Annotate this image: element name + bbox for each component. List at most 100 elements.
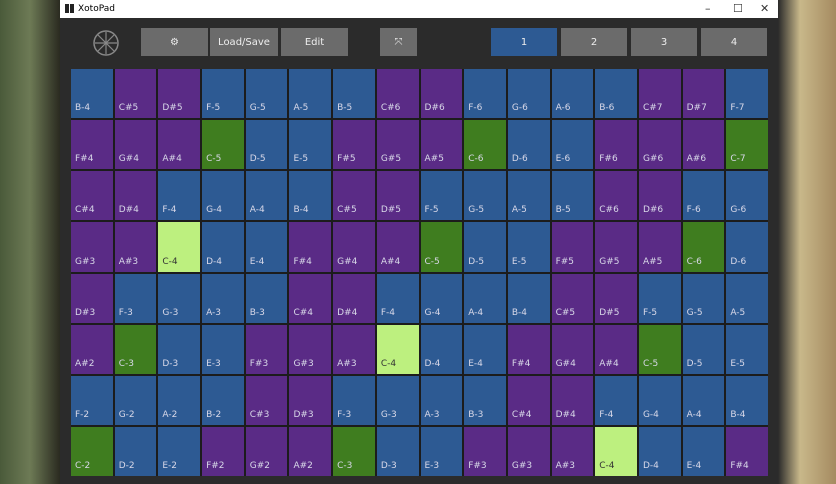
close[interactable]: ✕	[760, 2, 770, 15]
pad[interactable]: F#6	[595, 120, 637, 170]
pad[interactable]: E-5	[726, 324, 768, 374]
pad[interactable]: C#6	[376, 69, 419, 119]
pad[interactable]: A#3	[114, 222, 157, 272]
pad[interactable]: A#5	[420, 120, 463, 170]
pad[interactable]: F-7	[726, 69, 768, 119]
pad[interactable]: C#6	[595, 171, 637, 221]
pad[interactable]: C-6	[464, 120, 506, 170]
page-button[interactable]: 4	[701, 28, 767, 56]
pad[interactable]: F-6	[464, 69, 506, 119]
pad[interactable]: F-2	[71, 375, 113, 425]
pad[interactable]: A-5	[726, 273, 768, 323]
pad[interactable]: F-6	[682, 171, 725, 221]
pad[interactable]: F#4	[71, 120, 113, 170]
pad[interactable]: B-3	[464, 375, 506, 425]
pad[interactable]: G-5	[245, 69, 288, 119]
pad[interactable]: A#3	[551, 426, 594, 476]
pad[interactable]: E-2	[158, 426, 201, 476]
pad[interactable]: F#4	[726, 426, 768, 476]
pad[interactable]: G-5	[464, 171, 506, 221]
pad[interactable]: F-5	[638, 273, 681, 323]
pad[interactable]: G#5	[376, 120, 419, 170]
pad[interactable]: D-5	[682, 324, 725, 374]
pad[interactable]: F#3	[464, 426, 506, 476]
pad[interactable]: E-3	[420, 426, 463, 476]
pad[interactable]: A-4	[682, 375, 725, 425]
pad[interactable]: A-3	[202, 273, 244, 323]
pad[interactable]: C-3	[333, 426, 375, 476]
pad[interactable]: G#4	[551, 324, 594, 374]
pad[interactable]: A#4	[158, 120, 201, 170]
pad[interactable]: B-2	[202, 375, 244, 425]
pad[interactable]: E-5	[507, 222, 550, 272]
pad[interactable]: D-3	[158, 324, 201, 374]
pad[interactable]: B-5	[333, 69, 375, 119]
pad[interactable]: F#4	[289, 222, 332, 272]
maximize[interactable]: ☐	[733, 2, 743, 15]
pad[interactable]: F-3	[333, 375, 375, 425]
pad[interactable]: G-4	[420, 273, 463, 323]
pad[interactable]: A#2	[71, 324, 113, 374]
edit-button[interactable]: Edit	[281, 28, 348, 56]
pad[interactable]: D-6	[507, 120, 550, 170]
pad[interactable]: D-5	[245, 120, 288, 170]
pad[interactable]: B-5	[551, 171, 594, 221]
pad[interactable]: B-6	[595, 69, 637, 119]
pad[interactable]: G-4	[638, 375, 681, 425]
minimize[interactable]: –	[705, 2, 711, 15]
pad[interactable]: F#2	[202, 426, 244, 476]
pad[interactable]: F#5	[333, 120, 375, 170]
pad[interactable]: F-3	[114, 273, 157, 323]
pad[interactable]: D#6	[638, 171, 681, 221]
pad[interactable]: C-5	[420, 222, 463, 272]
pad[interactable]: A-5	[289, 69, 332, 119]
pad[interactable]: C-4	[376, 324, 419, 374]
pad[interactable]: C#4	[71, 171, 113, 221]
pad[interactable]: D#6	[420, 69, 463, 119]
pad[interactable]: F-4	[376, 273, 419, 323]
pad[interactable]: B-3	[245, 273, 288, 323]
pad[interactable]: F-5	[420, 171, 463, 221]
pad[interactable]: E-4	[245, 222, 288, 272]
pad[interactable]: G-4	[202, 171, 244, 221]
pad[interactable]: F#3	[245, 324, 288, 374]
pad[interactable]: C#5	[551, 273, 594, 323]
page-button[interactable]: 2	[561, 28, 627, 56]
pad[interactable]: A#6	[682, 120, 725, 170]
pad[interactable]: G#4	[333, 222, 375, 272]
pad[interactable]: C#4	[289, 273, 332, 323]
pad[interactable]: A-2	[158, 375, 201, 425]
pad[interactable]: A#2	[289, 426, 332, 476]
pad[interactable]: G#2	[245, 426, 288, 476]
pad[interactable]: F-4	[158, 171, 201, 221]
pad[interactable]: E-6	[551, 120, 594, 170]
pad[interactable]: C-4	[158, 222, 201, 272]
pad[interactable]: D#5	[158, 69, 201, 119]
pad[interactable]: A-5	[507, 171, 550, 221]
pad[interactable]: C-6	[682, 222, 725, 272]
pad[interactable]: F-4	[595, 375, 637, 425]
pad[interactable]: A-3	[420, 375, 463, 425]
load-save-button[interactable]: Load/Save	[210, 28, 278, 56]
pad[interactable]: A#4	[376, 222, 419, 272]
pad[interactable]: D#4	[333, 273, 375, 323]
pad[interactable]: D#5	[376, 171, 419, 221]
pad[interactable]: C#5	[114, 69, 157, 119]
pad[interactable]: A-4	[245, 171, 288, 221]
pad[interactable]: D#3	[71, 273, 113, 323]
pad[interactable]: D#4	[114, 171, 157, 221]
pad[interactable]: F#4	[507, 324, 550, 374]
pad[interactable]: G-6	[507, 69, 550, 119]
page-button[interactable]: 1	[491, 28, 557, 56]
pad[interactable]: G#5	[595, 222, 637, 272]
pad[interactable]: D#4	[551, 375, 594, 425]
pad[interactable]: G#6	[638, 120, 681, 170]
pad[interactable]: F#5	[551, 222, 594, 272]
pad[interactable]: A#3	[333, 324, 375, 374]
pad[interactable]: B-4	[507, 273, 550, 323]
pad[interactable]: B-4	[289, 171, 332, 221]
pad[interactable]: G#3	[71, 222, 113, 272]
pad[interactable]: C#4	[507, 375, 550, 425]
pad[interactable]: C-5	[202, 120, 244, 170]
pad[interactable]: C#5	[333, 171, 375, 221]
